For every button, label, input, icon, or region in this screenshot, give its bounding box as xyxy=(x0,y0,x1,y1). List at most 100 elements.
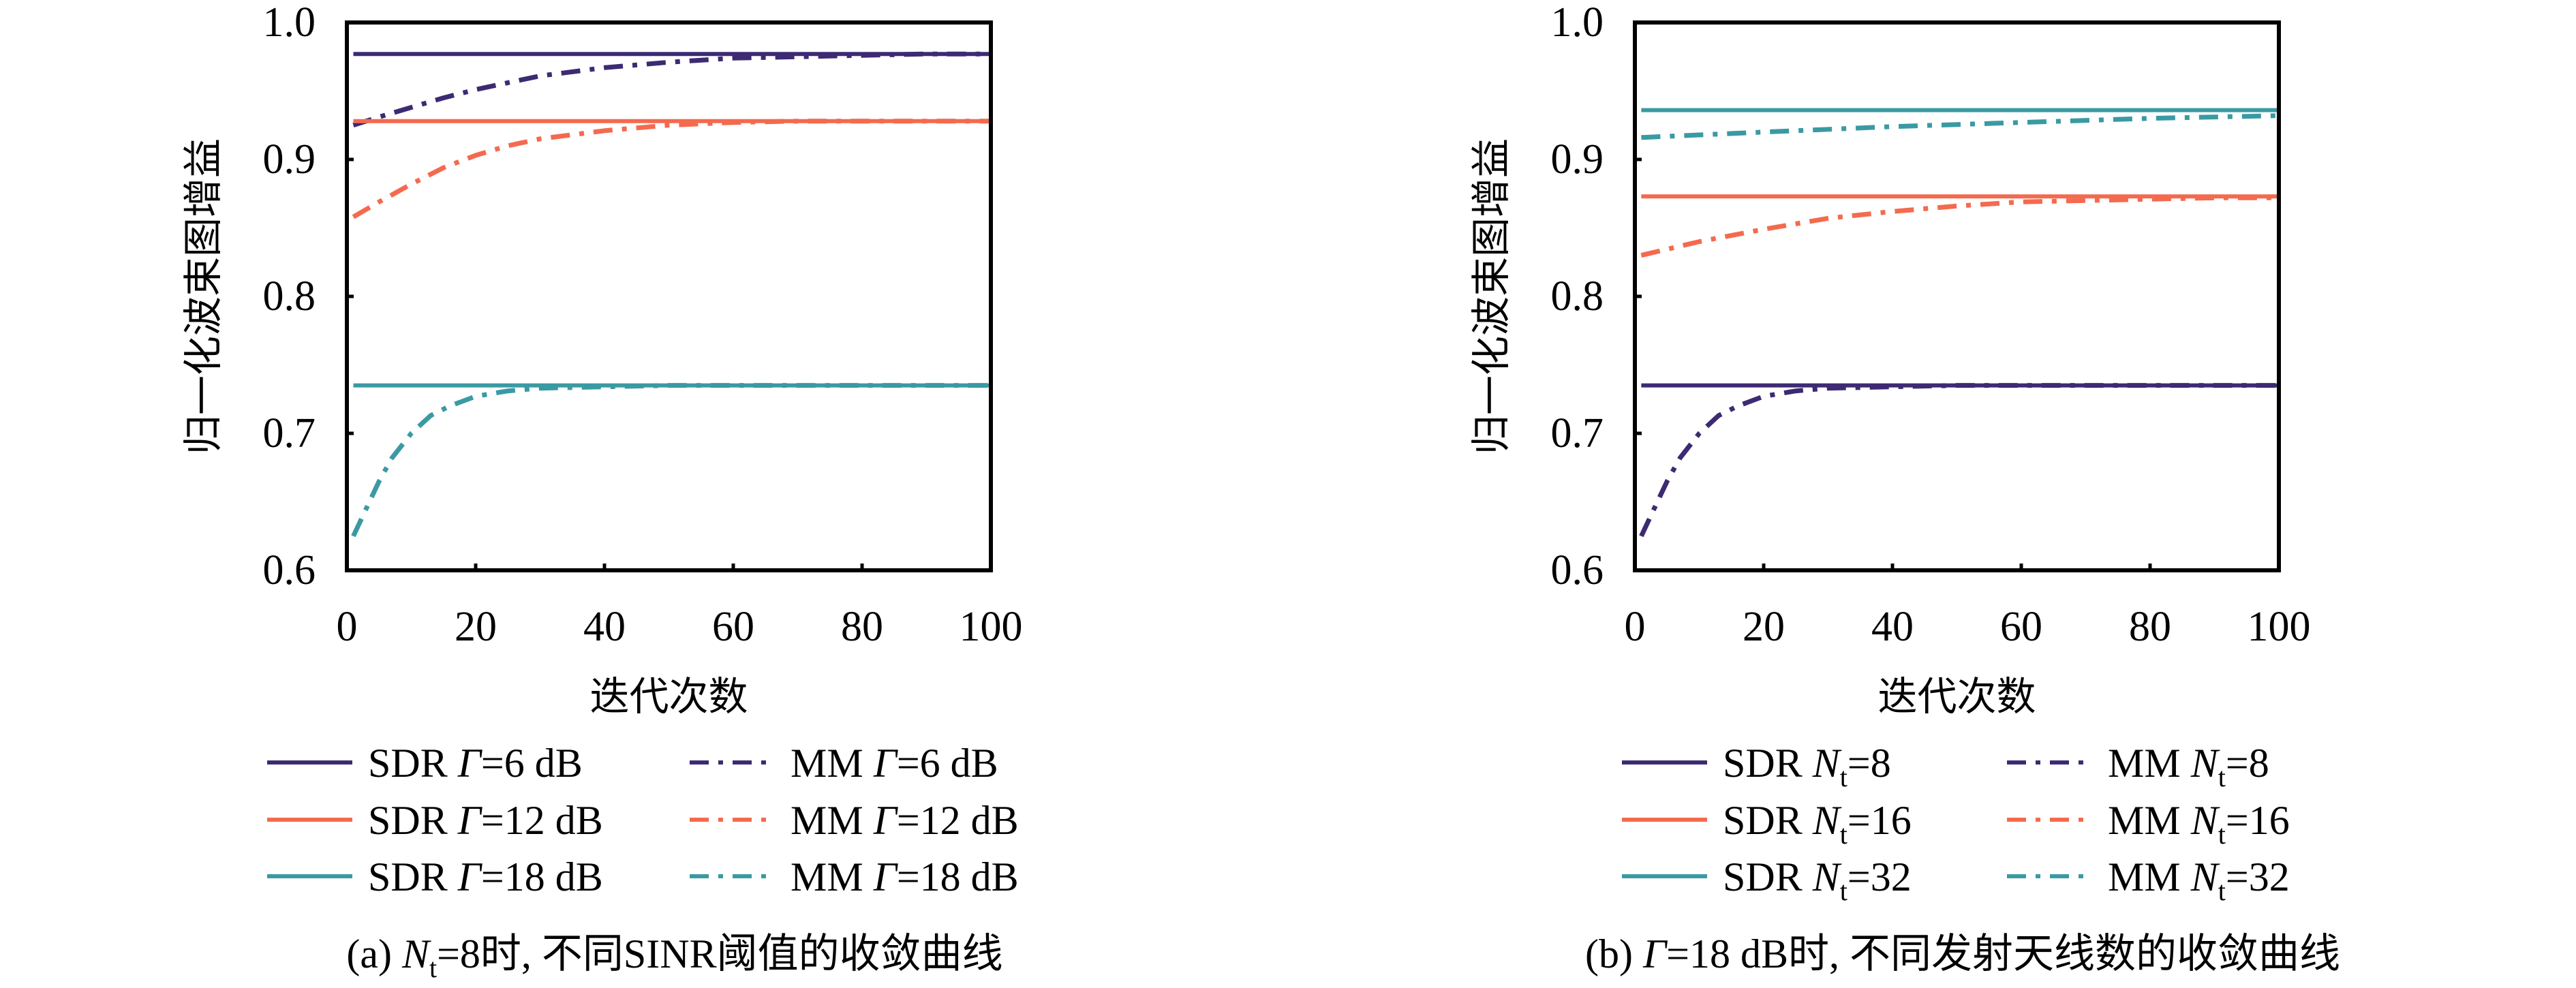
legend-param-value: =32 xyxy=(2226,854,2290,899)
x-tick-label: 40 xyxy=(583,604,626,650)
legend-param-value: =6 dB xyxy=(481,741,583,786)
legend-method: SDR xyxy=(1723,741,1813,786)
legend-label: SDR Γ=18 dB xyxy=(368,854,603,899)
legend-item: SDR Nt=8 xyxy=(1622,741,1891,792)
legend-method: MM xyxy=(791,854,874,899)
legend-param-symbol: N xyxy=(1812,741,1842,786)
y-axis-title: 归一化波束图增益 xyxy=(180,138,226,454)
legend-method: SDR xyxy=(368,798,458,843)
x-tick-label: 60 xyxy=(2000,604,2042,650)
legend-param-value: =16 xyxy=(1847,798,1912,843)
x-tick-label: 60 xyxy=(712,604,754,650)
legend-method: MM xyxy=(791,741,874,786)
y-axis-title: 归一化波束图增益 xyxy=(1468,138,1514,454)
legend-label: MM Γ=18 dB xyxy=(791,854,1019,899)
x-tick-label: 100 xyxy=(960,604,1023,650)
legend-label: SDR Nt=32 xyxy=(1723,854,1912,906)
legend-item: MM Nt=32 xyxy=(2007,854,2290,906)
legend-label: SDR Nt=16 xyxy=(1723,798,1912,850)
legend-label: MM Γ=12 dB xyxy=(791,798,1019,843)
series-line-mm-1 xyxy=(1639,383,2279,538)
legend-param-symbol: Γ xyxy=(457,741,483,786)
x-tick-label: 0 xyxy=(337,604,358,650)
legend-label: MM Nt=16 xyxy=(2108,798,2290,850)
legend-label: SDR Nt=8 xyxy=(1723,741,1891,792)
series-line-mm-5 xyxy=(351,383,991,538)
caption-subscript: t xyxy=(429,953,437,983)
y-tick-label: 0.9 xyxy=(263,136,316,183)
caption-suffix: =18 dB时, 不同发射天线数的收敛曲线 xyxy=(1666,931,2340,976)
plot-frame xyxy=(345,20,993,572)
x-tick-label: 0 xyxy=(1625,604,1646,650)
legend-param-value: =16 xyxy=(2226,798,2290,843)
legend-param-value: =8 xyxy=(1847,741,1891,786)
y-tick-label: 0.8 xyxy=(1551,273,1604,320)
series-line-mm-1 xyxy=(352,51,991,128)
legend-param-symbol: Γ xyxy=(457,854,483,899)
legend-item: MM Γ=6 dB xyxy=(690,741,998,786)
caption-suffix: =8时, 不同SINR阈值的收敛曲线 xyxy=(437,931,1003,976)
legend-param-subscript: t xyxy=(2218,762,2226,792)
legend-method: MM xyxy=(2108,854,2191,899)
legend-param-value: =12 dB xyxy=(481,798,603,843)
legend-method: SDR xyxy=(1723,798,1813,843)
legend-param-value: =32 xyxy=(1847,854,1912,899)
series-line-mm-5 xyxy=(1641,113,2280,140)
x-axis-title: 迭代次数 xyxy=(1877,673,2036,720)
legend-label: MM Γ=6 dB xyxy=(791,741,998,786)
figure-caption: (b) Γ=18 dB时, 不同发射天线数的收敛曲线 xyxy=(1585,931,2340,976)
plot-frame xyxy=(1633,20,2281,572)
caption-prefix: (a) xyxy=(346,931,402,976)
figure-caption: (a) Nt=8时, 不同SINR阈值的收敛曲线 xyxy=(346,931,1002,983)
legend-method: MM xyxy=(791,798,874,843)
legend-method: MM xyxy=(2108,798,2191,843)
legend-item: MM Nt=8 xyxy=(2007,741,2269,792)
caption-prefix: (b) xyxy=(1585,931,1643,976)
legend-item: SDR Nt=32 xyxy=(1622,854,1912,906)
legend-param-symbol: Γ xyxy=(873,854,899,899)
legend-method: SDR xyxy=(1723,854,1813,899)
y-tick-label: 0.6 xyxy=(1551,547,1604,593)
legend-param-subscript: t xyxy=(1840,762,1847,792)
legend-label: MM Nt=8 xyxy=(2108,741,2269,792)
legend-method: SDR xyxy=(368,741,458,786)
legend-param-symbol: N xyxy=(1812,798,1842,843)
legend-param-subscript: t xyxy=(1840,876,1847,906)
legend-param-subscript: t xyxy=(2218,876,2226,906)
legend-label: SDR Γ=12 dB xyxy=(368,798,603,843)
legend-param-symbol: N xyxy=(1812,854,1842,899)
legend-param-value: =6 dB xyxy=(897,741,998,786)
legend-param-symbol: N xyxy=(2190,798,2220,843)
legend-label: SDR Γ=6 dB xyxy=(368,741,583,786)
chart-panel-a: 0.6 0.7 0.8 0.9 1.0 0 20 40 60 80 100 迭代次数 归一化波束图增益 S… xyxy=(180,0,1023,983)
x-tick-label: 20 xyxy=(455,604,497,650)
legend-param-symbol: N xyxy=(2190,854,2220,899)
x-axis-title: 迭代次数 xyxy=(589,673,748,720)
y-tick-label: 0.7 xyxy=(1551,410,1604,457)
x-tick-label: 20 xyxy=(1743,604,1785,650)
legend-param-value: =8 xyxy=(2226,741,2269,786)
x-tick-label: 80 xyxy=(841,604,883,650)
x-tick-label: 100 xyxy=(2248,604,2311,650)
legend-item: SDR Γ=12 dB xyxy=(267,798,603,843)
y-tick-label: 0.9 xyxy=(1551,136,1604,183)
legend-item: SDR Γ=18 dB xyxy=(267,854,603,899)
legend-item: MM Γ=12 dB xyxy=(690,798,1019,843)
legend-param-symbol: Γ xyxy=(873,741,899,786)
legend-param-value: =12 dB xyxy=(897,798,1019,843)
chart-panel-b: 0.6 0.7 0.8 0.9 1.0 0 20 40 60 80 100 迭代次数 归一化波束图增益 S… xyxy=(1468,0,2340,976)
y-tick-label: 0.7 xyxy=(263,410,316,457)
legend-param-subscript: t xyxy=(1840,819,1847,850)
legend-param-subscript: t xyxy=(2218,819,2226,850)
legend-item: MM Nt=16 xyxy=(2007,798,2290,850)
caption-symbol: Γ xyxy=(1642,931,1668,976)
legend-param-symbol: Γ xyxy=(873,798,899,843)
legend-item: SDR Γ=6 dB xyxy=(267,741,583,786)
series-line-mm-3 xyxy=(1640,195,2279,258)
caption-symbol: N xyxy=(401,931,431,976)
legend-label: MM Nt=32 xyxy=(2108,854,2290,906)
series-line-mm-3 xyxy=(352,119,991,219)
legend-param-symbol: N xyxy=(2190,741,2220,786)
y-tick-label: 0.6 xyxy=(263,547,316,593)
